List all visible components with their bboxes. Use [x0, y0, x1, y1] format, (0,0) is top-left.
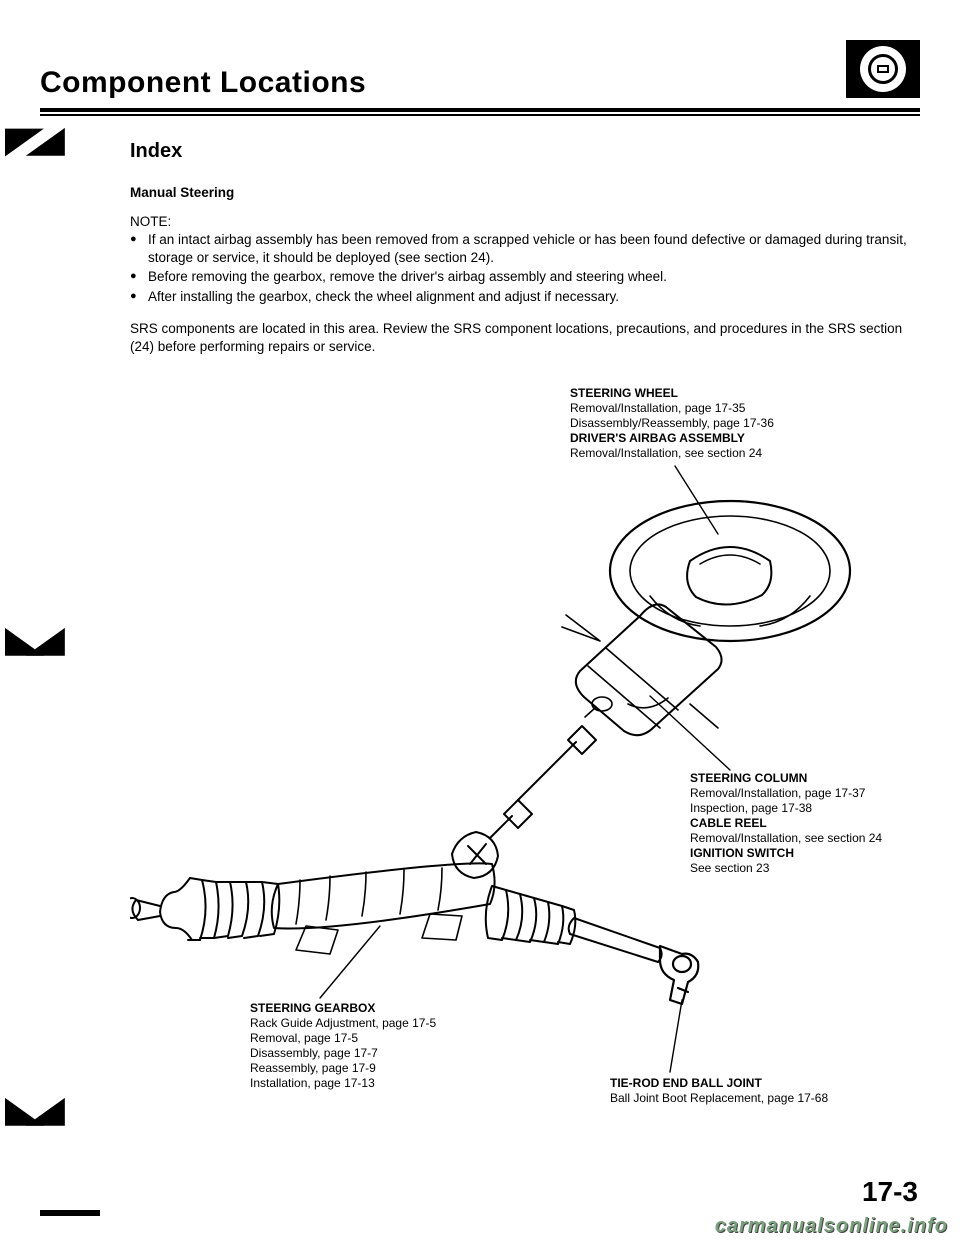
header-icon-core — [868, 54, 898, 84]
section-title: Index — [130, 140, 920, 163]
header-row: Component Locations — [40, 40, 920, 112]
header-icon-box — [846, 40, 920, 98]
page: Component Locations ◤◢ ◣◢ ◣◢ Index Manua… — [0, 0, 960, 1242]
diagram-area: STEERING WHEEL Removal/Installation, pag… — [130, 386, 910, 1126]
note-item: If an intact airbag assembly has been re… — [130, 231, 910, 267]
body-text: Manual Steering NOTE: If an intact airba… — [130, 185, 910, 1126]
bottom-rule — [40, 1210, 100, 1216]
note-list: If an intact airbag assembly has been re… — [130, 231, 910, 306]
page-title: Component Locations — [40, 66, 366, 100]
srs-paragraph: SRS components are located in this area.… — [130, 320, 910, 356]
note-item: After installing the gearbox, check the … — [130, 288, 910, 306]
header-icon-rect — [877, 65, 889, 73]
header-icon-inner — [860, 46, 906, 92]
sub-heading: Manual Steering — [130, 185, 910, 200]
watermark: carmanualsonline.info — [715, 1215, 948, 1238]
note-label: NOTE: — [130, 214, 910, 229]
header-rule — [40, 114, 920, 116]
page-number: 17-3 — [862, 1176, 918, 1208]
margin-mark-1: ◤◢ — [10, 120, 54, 160]
margin-mark-2: ◣◢ — [10, 620, 54, 660]
steering-diagram-svg — [130, 386, 920, 1126]
note-item: Before removing the gearbox, remove the … — [130, 268, 910, 286]
margin-mark-3: ◣◢ — [10, 1090, 54, 1130]
